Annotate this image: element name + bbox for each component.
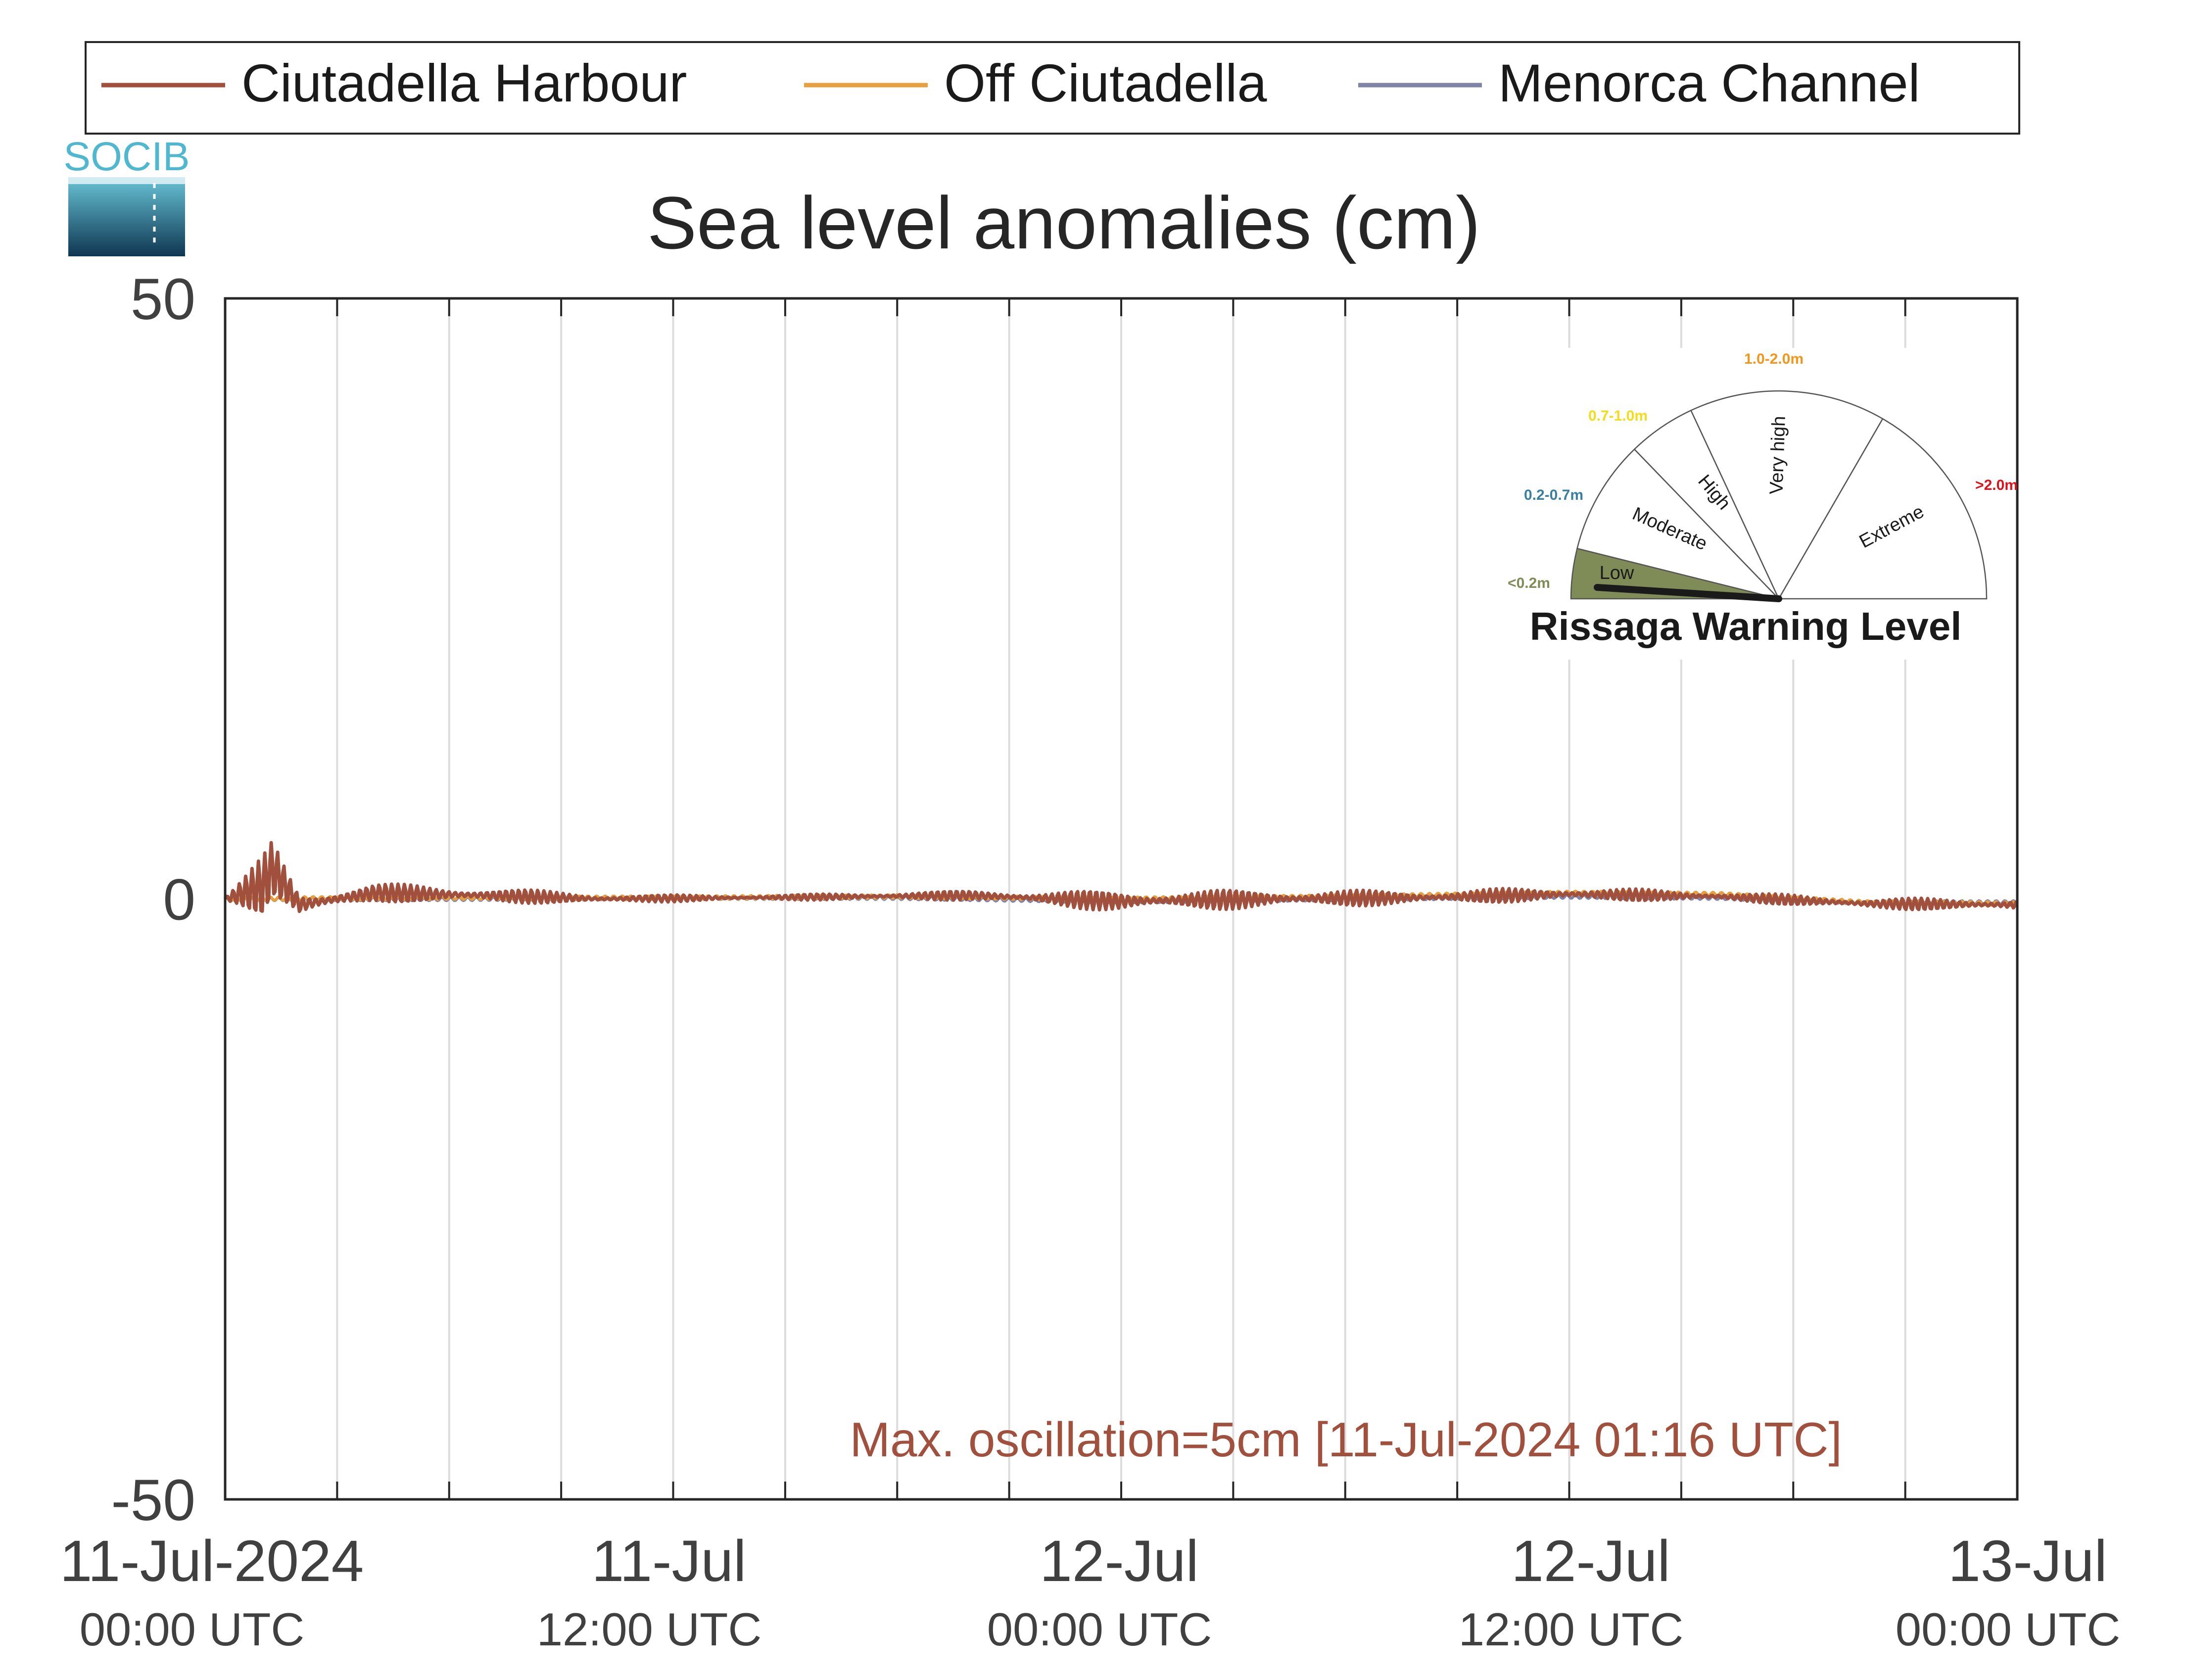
legend: Ciutadella Harbour Off Ciutadella Menorca …	[85, 41, 2020, 135]
x-tick-label-time: 00:00 UTC	[987, 1603, 1212, 1655]
gauge-level-range: <0.2m	[1508, 575, 1550, 591]
gauge-sector	[1690, 390, 1884, 600]
gauge-level-range: 1.0-2.0m	[1744, 351, 1804, 367]
x-tick-label-date: 12-Jul	[1040, 1529, 1198, 1594]
x-tick-labels: 11-Jul-2024 00:00 UTC 11-Jul 12:00 UTC 12-Ju…	[60, 1529, 2120, 1655]
gauge-sector	[1777, 418, 1988, 600]
y-tick-label: 0	[163, 867, 195, 933]
gauge-sector	[1576, 448, 1781, 600]
x-tick-label-time: 12:00 UTC	[537, 1603, 762, 1655]
x-tick-label-time: 00:00 UTC	[1896, 1603, 2121, 1655]
gauge-level-name: Very high	[1766, 416, 1790, 495]
y-tick-labels: 50 0 -50	[111, 267, 195, 1533]
gauge-level-range: 0.2-0.7m	[1524, 487, 1583, 503]
x-tick-label-date: 11-Jul	[592, 1529, 747, 1594]
x-tick-label-time: 12:00 UTC	[1459, 1603, 1684, 1655]
legend-label: Ciutadella Harbour	[241, 53, 687, 113]
gauge-level-range: >2.0m	[1975, 477, 2018, 493]
gauge-title: Rissaga Warning Level	[1530, 604, 1962, 648]
y-tick-label: 50	[131, 267, 195, 332]
x-tick-label-date: 12-Jul	[1511, 1529, 1670, 1594]
y-tick-label: -50	[111, 1468, 195, 1533]
plot-frame	[224, 297, 2019, 1501]
series-layer	[223, 841, 2019, 913]
legend-label: Off Ciutadella	[944, 53, 1267, 113]
chart-title: Sea level anomalies (cm)	[647, 181, 1480, 264]
socib-logo-text: SOCIB	[63, 134, 190, 179]
gauge-needle	[1594, 584, 1782, 602]
x-tick-label-date: 13-Jul	[1948, 1529, 2107, 1594]
x-tick-marks	[336, 298, 1906, 1499]
x-tick-label-time: 00:00 UTC	[80, 1603, 305, 1655]
series-line-ciutadella-harbour	[223, 841, 2018, 913]
legend-label: Menorca Channel	[1498, 53, 1920, 113]
max-oscillation-annotation: Max. oscillation=5cm [11-Jul-2024 01:16 …	[850, 1412, 1842, 1467]
gauge-sector	[1633, 409, 1780, 599]
socib-logo: SOCIB	[63, 134, 190, 256]
gauge-level-name: Low	[1600, 563, 1634, 583]
x-tick-label-date: 11-Jul-2024	[60, 1529, 364, 1594]
gauge-level-range: 0.7-1.0m	[1588, 408, 1648, 424]
legend-box	[85, 41, 2020, 135]
